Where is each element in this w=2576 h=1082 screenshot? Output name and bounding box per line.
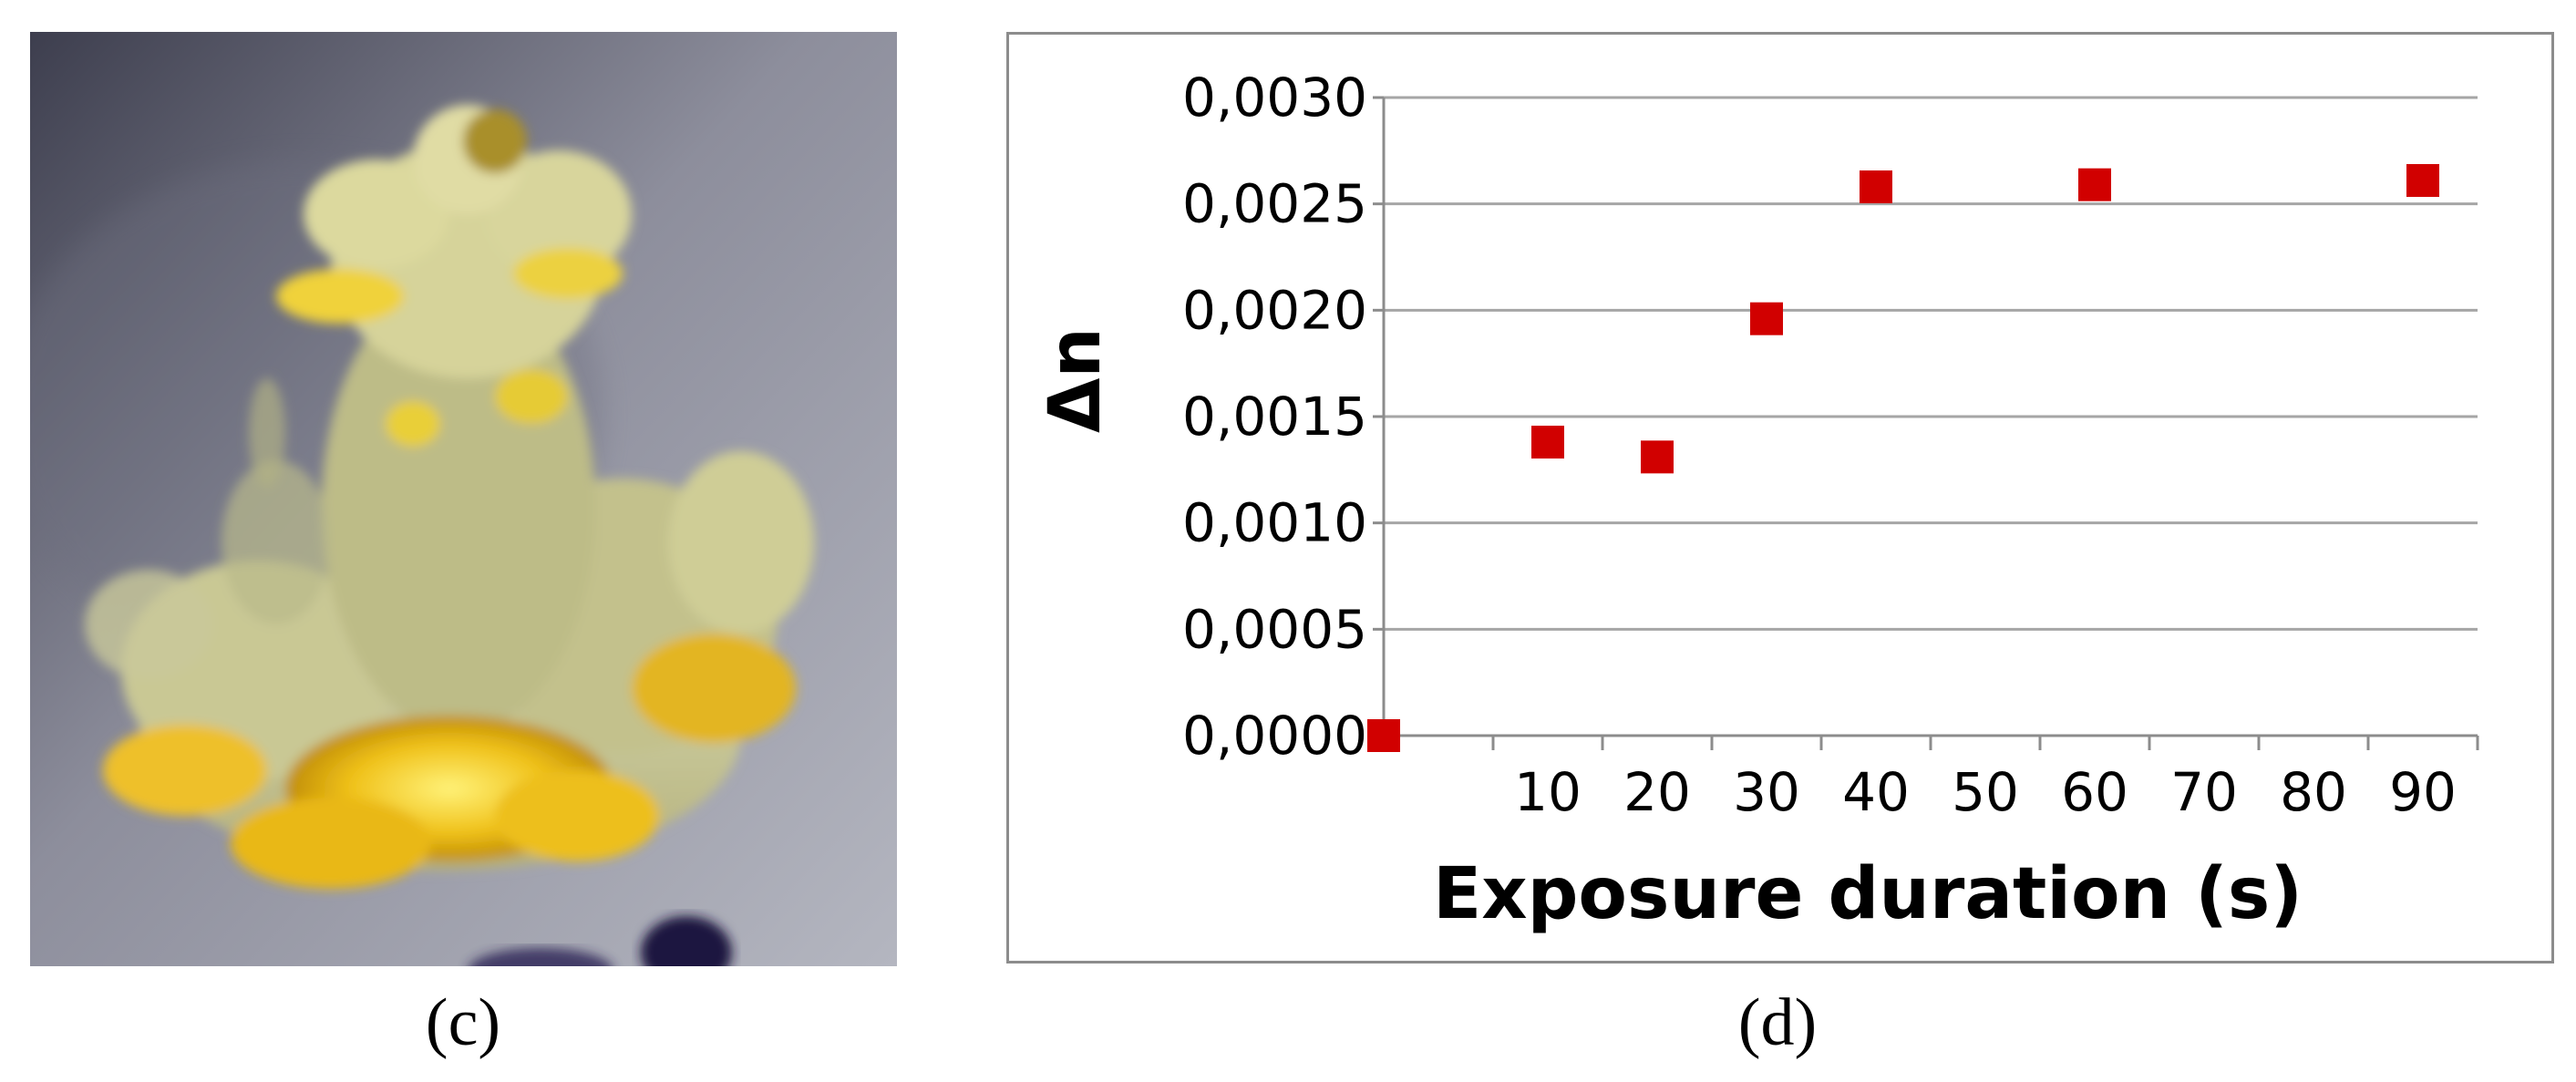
sculpture-photo bbox=[30, 32, 897, 966]
x-tick-labels: 10 20 30 40 50 60 70 80 90 bbox=[1514, 761, 2457, 823]
x-tick-label: 30 bbox=[1733, 761, 1800, 823]
y-tick-label: 0,0025 bbox=[1182, 173, 1367, 235]
y-tick-label: 0,0030 bbox=[1182, 67, 1367, 129]
x-tick-label: 50 bbox=[1952, 761, 2019, 823]
y-tick-label: 0,0000 bbox=[1182, 705, 1367, 767]
y-tick-label: 0,0015 bbox=[1182, 386, 1367, 448]
y-tick-label: 0,0005 bbox=[1182, 598, 1367, 660]
panel-label-c: (c) bbox=[425, 985, 501, 1060]
gridlines bbox=[1384, 96, 2478, 631]
x-tick-label: 20 bbox=[1623, 761, 1691, 823]
x-tick-label: 40 bbox=[1842, 761, 1910, 823]
panel-label-d: (d) bbox=[1737, 985, 1818, 1060]
data-point bbox=[2406, 164, 2439, 197]
data-point bbox=[2078, 168, 2111, 201]
resin-flower-sculpture-photo bbox=[30, 32, 897, 966]
axes bbox=[1373, 96, 2479, 750]
y-tick-label: 0,0020 bbox=[1182, 279, 1367, 341]
data-point bbox=[1860, 170, 1892, 203]
x-tick-label: 80 bbox=[2280, 761, 2347, 823]
data-point bbox=[1367, 719, 1400, 752]
data-point bbox=[1641, 440, 1674, 474]
data-point bbox=[1531, 426, 1564, 459]
x-tick-label: 70 bbox=[2170, 761, 2238, 823]
x-tick-label: 90 bbox=[2389, 761, 2457, 823]
y-tick-labels: 0,0000 0,0005 0,0010 0,0015 0,0020 0,0025 0,00… bbox=[1182, 67, 1367, 767]
x-tick-label: 10 bbox=[1514, 761, 1582, 823]
data-point bbox=[1750, 302, 1783, 335]
x-tick-label: 60 bbox=[2061, 761, 2128, 823]
y-tick-label: 0,0010 bbox=[1182, 492, 1367, 554]
x-axis-label: Exposure duration (s) bbox=[1433, 853, 2303, 935]
data-points bbox=[1367, 164, 2439, 752]
scatter-chart: 0,0000 0,0005 0,0010 0,0015 0,0020 0,0025 0,00… bbox=[1035, 67, 2479, 935]
chart-frame bbox=[1006, 32, 2554, 963]
y-axis-label: Δn bbox=[1035, 327, 1117, 433]
